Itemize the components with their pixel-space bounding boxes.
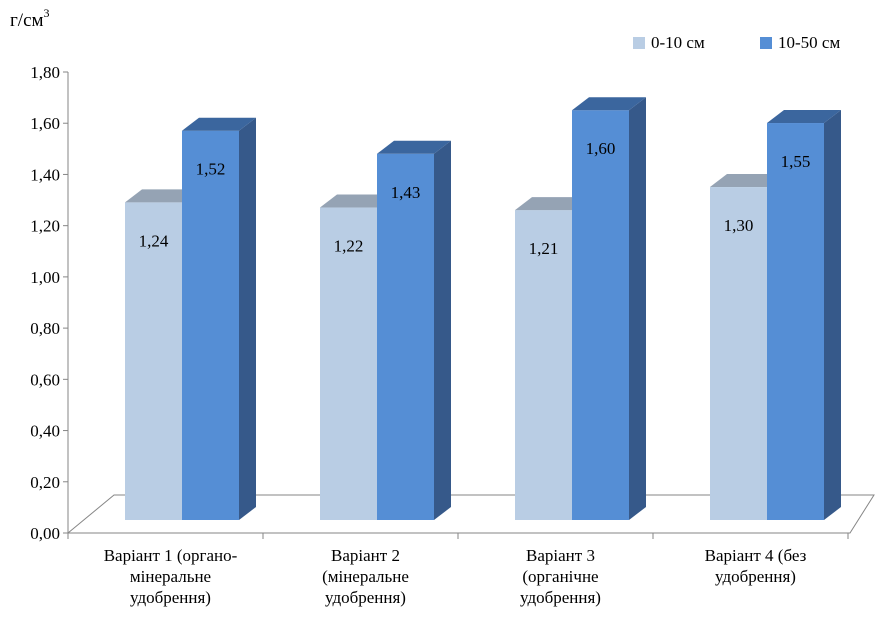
bar-top (320, 194, 394, 208)
bar (767, 123, 824, 521)
y-tick-label: 0,00 (30, 524, 60, 543)
bar-top (377, 140, 451, 154)
y-tick-label: 1,60 (30, 114, 60, 133)
y-tick-label: 0,80 (30, 319, 60, 338)
y-tick-label: 1,80 (30, 63, 60, 82)
data-label: 1,22 (334, 237, 364, 256)
data-label: 1,24 (139, 231, 169, 250)
bar-top (182, 117, 256, 131)
x-category-label-line: (органічне (522, 567, 599, 586)
bar (320, 207, 377, 521)
bar (710, 187, 767, 521)
x-category-label: Варіант 1 (органо-мінеральне удобрення) (81, 545, 261, 608)
x-category-label-line: Варіант 2 (331, 546, 400, 565)
y-tick-label: 1,20 (30, 217, 60, 236)
legend-label-0-10: 0-10 см (651, 33, 705, 52)
y-axis-title: г/см3 (10, 6, 50, 31)
x-category-label-line: (мінеральне (322, 567, 409, 586)
data-label: 1,30 (724, 216, 754, 235)
legend-item-0-10: 0-10 см (633, 33, 705, 53)
bar-top (515, 197, 589, 211)
data-label: 1,52 (196, 160, 226, 179)
legend-item-10-50: 10-50 см (760, 33, 840, 53)
y-tick-label: 0,20 (30, 473, 60, 492)
x-category-label: Варіант 2 (мінеральне удобрення) (276, 545, 456, 608)
x-category-label: Варіант 4 (без удобрення) (666, 545, 846, 587)
bar (182, 130, 239, 520)
data-label: 1,55 (781, 152, 811, 171)
legend-swatch-0-10 (633, 37, 645, 49)
bar (377, 153, 434, 520)
x-category-label-line: удобрення) (325, 588, 406, 607)
bar-top (572, 97, 646, 111)
bar-top (125, 189, 199, 203)
x-category-label-line: удобрення) (520, 588, 601, 607)
x-category-label-line: Варіант 1 (органо- (103, 546, 238, 565)
bar-side (629, 97, 646, 520)
bar-top (710, 174, 784, 188)
x-category-label-line: Варіант 3 (526, 546, 595, 565)
bar-top (767, 110, 841, 124)
x-category-label-line: мінеральне (129, 567, 212, 586)
bar (572, 110, 629, 520)
y-tick-label: 1,00 (30, 268, 60, 287)
x-category-label-line: Варіант 4 (без (704, 546, 807, 565)
y-tick-label: 0,40 (30, 422, 60, 441)
legend-label-10-50: 10-50 см (778, 33, 841, 52)
legend-swatch-10-50 (760, 37, 772, 49)
x-category-label-line: удобрення) (130, 588, 211, 607)
data-label: 1,60 (586, 139, 616, 158)
bar-side (824, 110, 841, 521)
data-label: 1,21 (529, 239, 559, 258)
bar (515, 210, 572, 520)
y-tick-label: 1,40 (30, 165, 60, 184)
data-label: 1,43 (391, 183, 421, 202)
bar-side (434, 140, 451, 520)
x-category-label: Варіант 3 (органічне удобрення) (471, 545, 651, 608)
bar-side (239, 117, 256, 520)
x-category-label-line: удобрення) (715, 567, 796, 586)
y-tick-label: 0,60 (30, 370, 60, 389)
bar (125, 202, 182, 520)
